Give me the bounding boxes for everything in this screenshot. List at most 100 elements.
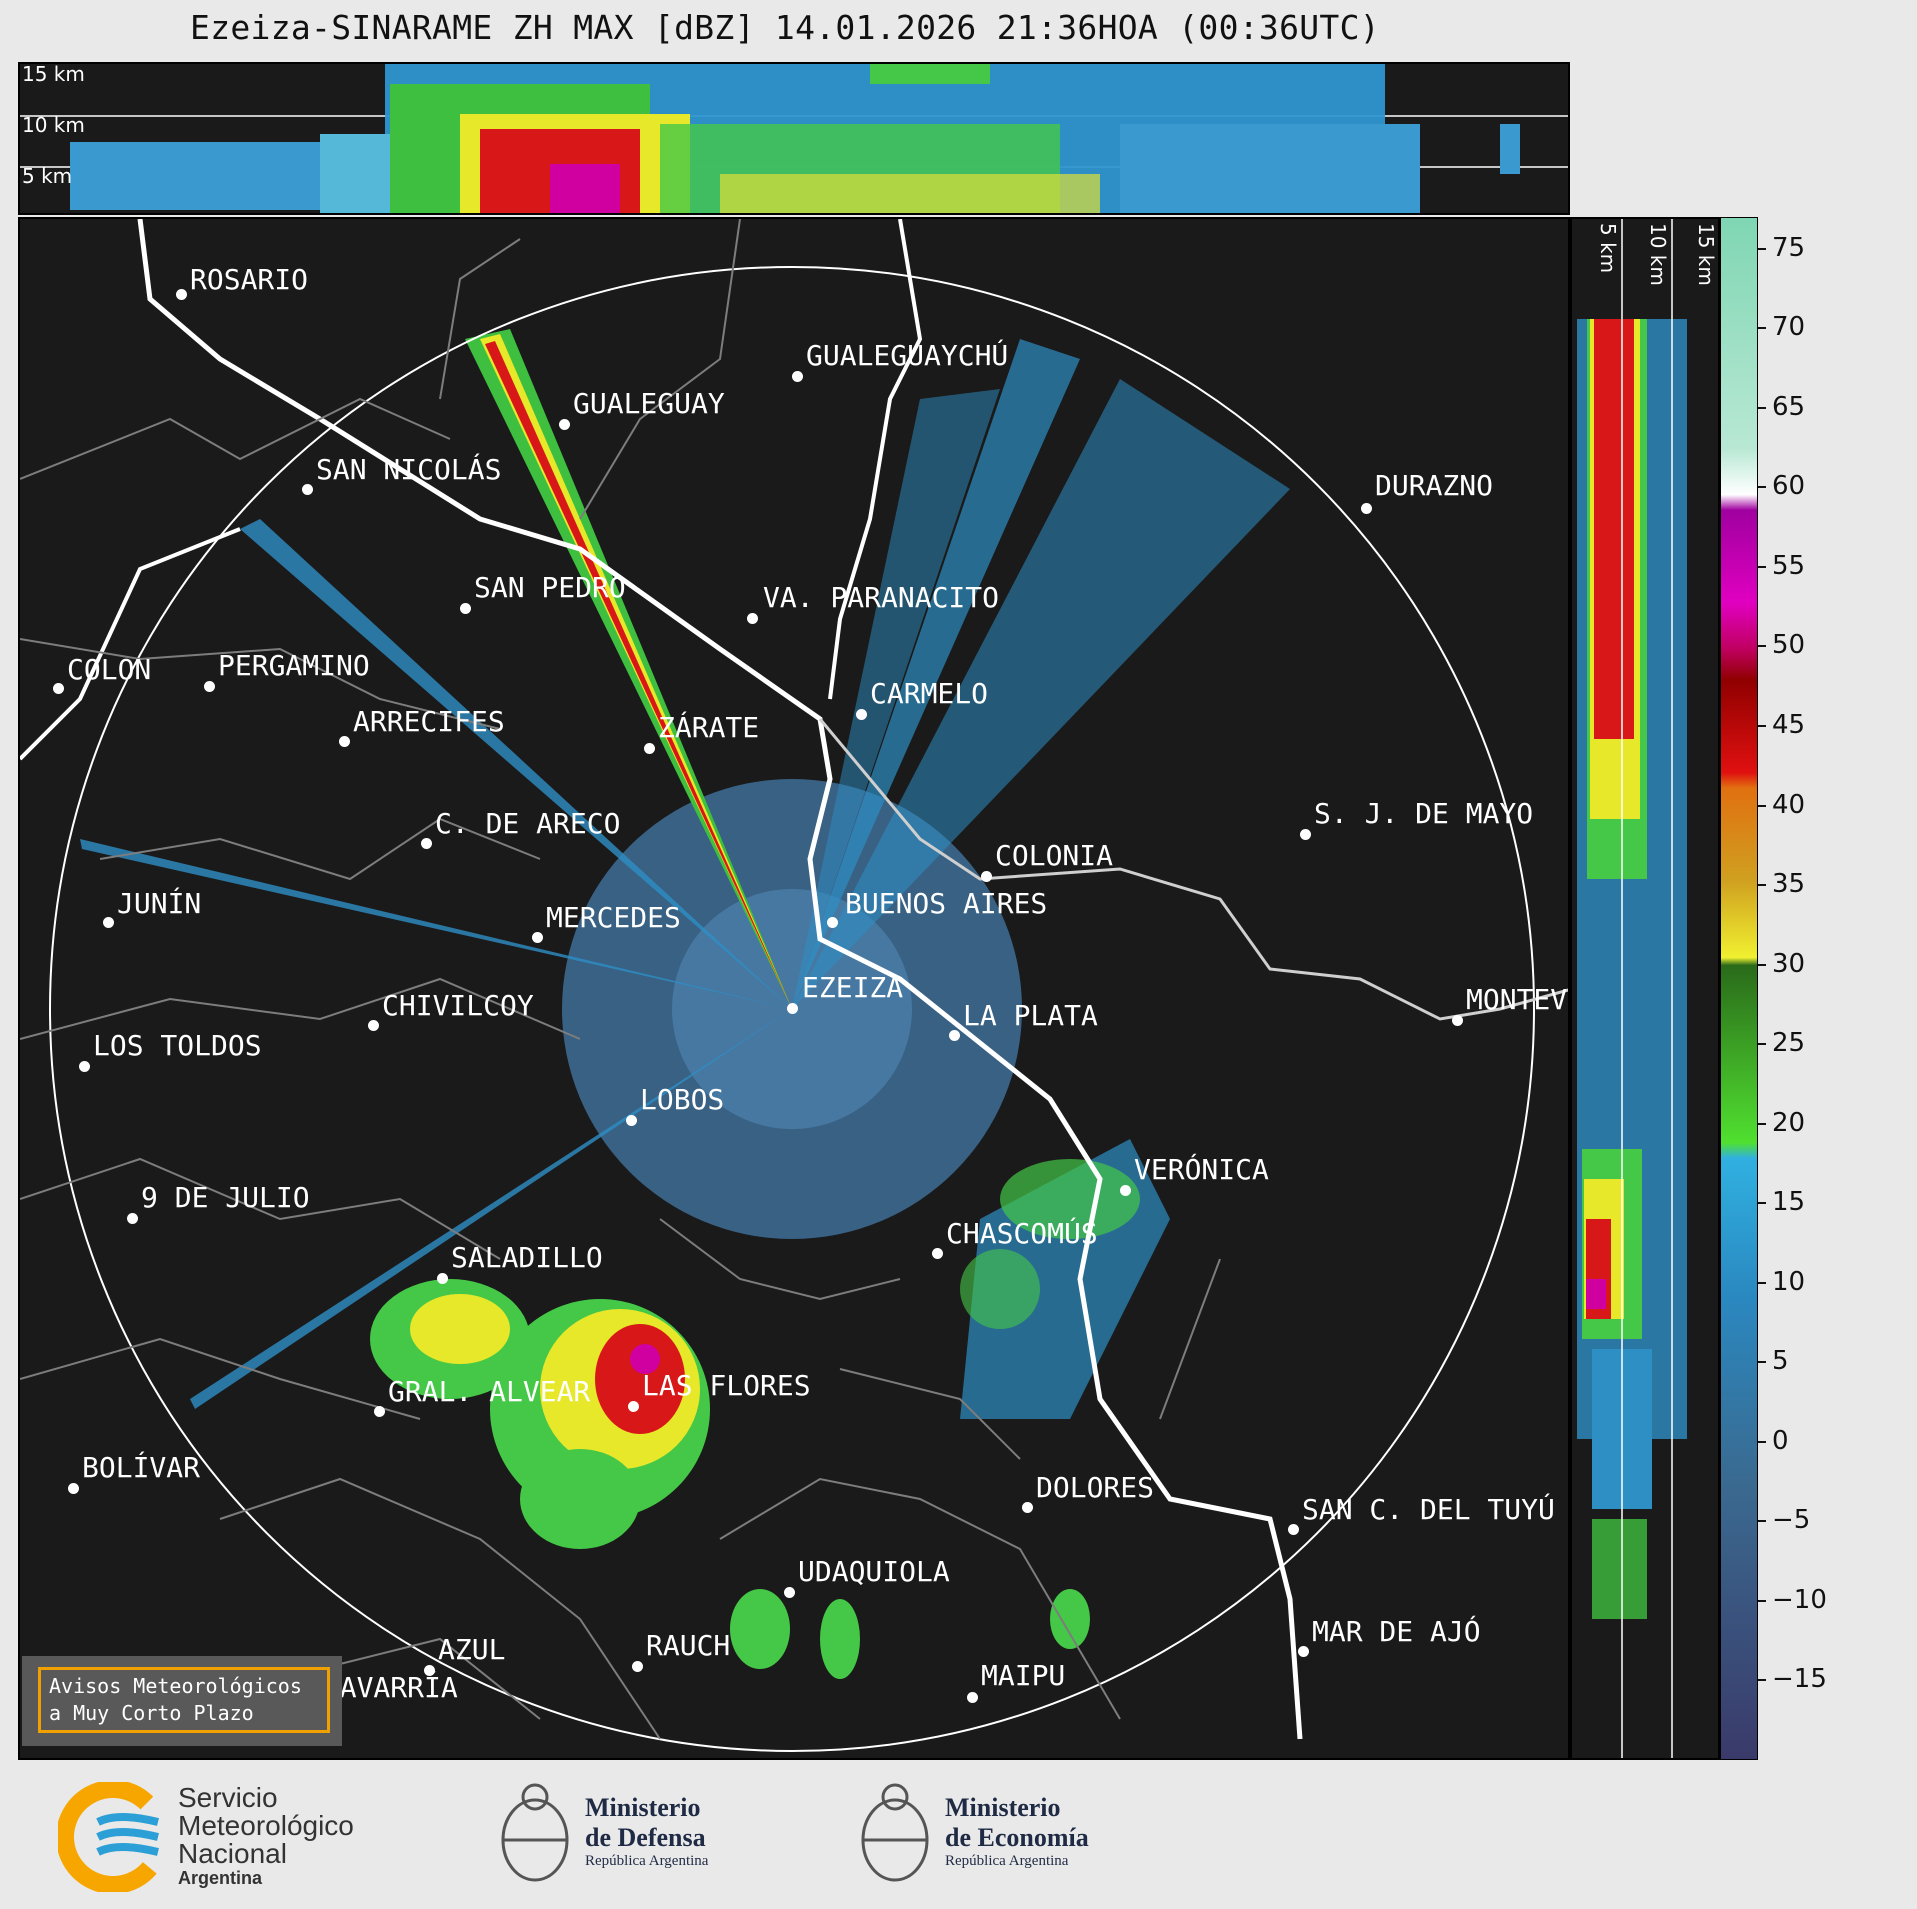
city-dot [626, 1115, 637, 1126]
city-label: LOS TOLDOS [93, 1029, 262, 1062]
height-label-10km: 10 km [1646, 223, 1670, 286]
city-dot [176, 289, 187, 300]
height-label-15km: 15 km [1694, 223, 1718, 286]
colorbar-tickmark [1758, 486, 1766, 489]
defensa-logo: Ministerio de Defensa República Argentin… [495, 1775, 765, 1900]
smn-logo: Servicio Meteorológico Nacional Argentin… [58, 1782, 388, 1892]
city-label: BUENOS AIRES [845, 887, 1048, 920]
colorbar-tick-label: −10 [1772, 1584, 1827, 1615]
city-dot [856, 709, 867, 720]
smn-line2: Meteorológico [178, 1810, 354, 1841]
colorbar-tick-label: 70 [1772, 312, 1806, 343]
city-label: VERÓNICA [1134, 1153, 1269, 1186]
city-label: S. J. DE MAYO [1314, 797, 1534, 830]
colorbar-tickmark [1758, 1122, 1766, 1125]
city-label: DOLORES [1036, 1471, 1155, 1504]
city-label: MONTEVIDEO [1466, 983, 1568, 1016]
city-dot [53, 683, 64, 694]
colorbar-tickmark [1758, 1520, 1766, 1523]
city-dot [302, 484, 313, 495]
colorbar-tick-label: 10 [1772, 1266, 1806, 1297]
city-label: 9 DE JULIO [141, 1181, 310, 1214]
height-label-5km: 5 km [1596, 223, 1620, 274]
colorbar-tick-label: 0 [1772, 1425, 1789, 1456]
city-dot [421, 838, 432, 849]
colorbar-tick-label: 35 [1772, 869, 1806, 900]
colorbar-tickmark [1758, 1043, 1766, 1046]
height-label-15km: 15 km [22, 62, 85, 86]
top-cross-section: 15 km 10 km 5 km [18, 62, 1570, 215]
city-label: LAS FLORES [642, 1369, 811, 1402]
colorbar-tick-label: 45 [1772, 710, 1806, 741]
colorbar-tick-label: 60 [1772, 471, 1806, 502]
smn-emblem-icon [58, 1782, 170, 1892]
city-dot [424, 1665, 435, 1676]
city-dot [460, 603, 471, 614]
city-dot [827, 917, 838, 928]
colorbar-tick-label: 75 [1772, 232, 1806, 263]
radar-map: ROSARIO GUALEGUAYCHÚ GUALEGUAY SAN NICOL… [18, 217, 1570, 1760]
defensa-line1: Ministerio [585, 1793, 701, 1822]
colorbar-tickmark [1758, 1281, 1766, 1284]
city-label: COLON [67, 653, 152, 686]
colorbar-tick-label: −5 [1772, 1505, 1811, 1536]
smn-line4: Argentina [178, 1868, 263, 1888]
defensa-line3: República Argentina [585, 1853, 709, 1869]
city-dot [1022, 1502, 1033, 1513]
city-label: LA PLATA [963, 999, 1098, 1032]
colorbar-tickmark [1758, 1202, 1766, 1205]
colorbar-tickmark [1758, 1679, 1766, 1682]
side-cross-section: 5 km 10 km 15 km [1570, 217, 1720, 1760]
colorbar-tickmark [1758, 1361, 1766, 1364]
city-dot [1298, 1646, 1309, 1657]
smn-line1: Servicio [178, 1782, 278, 1813]
city-dot [339, 736, 350, 747]
city-label: UDAQUIOLA [798, 1555, 950, 1588]
city-label: ARRECIFES [353, 705, 505, 738]
city-dot [967, 1692, 978, 1703]
city-dot [628, 1401, 639, 1412]
colorbar-tickmark [1758, 804, 1766, 807]
colorbar-tick-label: 40 [1772, 789, 1806, 820]
city-dot [1288, 1524, 1299, 1535]
city-label: GUALEGUAYCHÚ [806, 339, 1009, 372]
colorbar-tickmark [1758, 1599, 1766, 1602]
city-dot [374, 1406, 385, 1417]
city-dot [103, 917, 114, 928]
coat-of-arms-icon [861, 1783, 929, 1882]
city-label: SAN C. DEL TUYÚ [1302, 1493, 1555, 1526]
defensa-line2: de Defensa [585, 1823, 706, 1852]
colorbar-tick-label: 50 [1772, 630, 1806, 661]
map-layer [20, 219, 1568, 1752]
city-label: VA. PARANACITO [763, 581, 1000, 614]
avisos-badge: Avisos Meteorológicos a Muy Corto Plazo [22, 1656, 342, 1746]
city-label: C. DE ARECO [435, 807, 621, 840]
colorbar-tick-label: 25 [1772, 1028, 1806, 1059]
colorbar-tickmark [1758, 247, 1766, 250]
city-label: SAN NICOLÁS [316, 453, 502, 486]
city-label: BOLÍVAR [82, 1451, 201, 1484]
city-label: MAR DE AJÓ [1312, 1615, 1481, 1648]
city-label: DURAZNO [1375, 469, 1494, 502]
city-dot [932, 1248, 943, 1259]
city-dot [981, 871, 992, 882]
city-dot [792, 371, 803, 382]
colorbar-gradient [1720, 217, 1758, 1760]
city-dot [1361, 503, 1372, 514]
colorbar-tickmark [1758, 565, 1766, 568]
economia-line3: República Argentina [945, 1853, 1069, 1869]
colorbar-tickmark [1758, 884, 1766, 887]
colorbar-tickmark [1758, 645, 1766, 648]
city-dot [644, 743, 655, 754]
colorbar-tick-label: −15 [1772, 1664, 1827, 1695]
coat-of-arms-icon [501, 1783, 569, 1882]
city-dot [532, 932, 543, 943]
city-label: RAUCH [646, 1629, 731, 1662]
city-label: PERGAMINO [218, 649, 370, 682]
city-dot [559, 419, 570, 430]
city-label: JUNÍN [117, 887, 202, 920]
colorbar-tick-label: 55 [1772, 550, 1806, 581]
city-label: MERCEDES [546, 901, 681, 934]
city-dot [1452, 1015, 1463, 1026]
city-dot [368, 1020, 379, 1031]
